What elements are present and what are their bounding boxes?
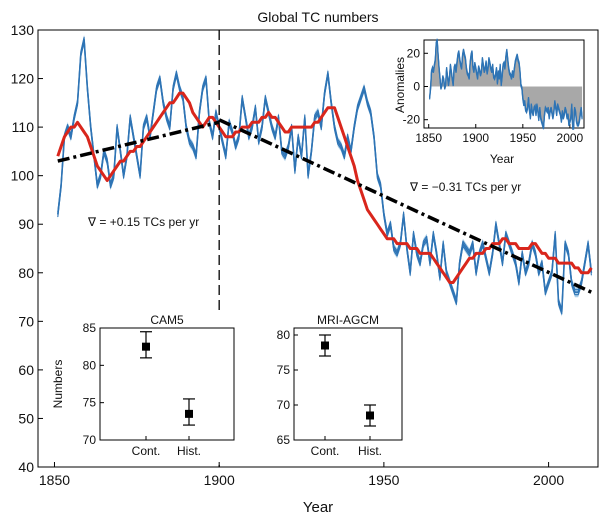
- main-x-axis-label: Year: [303, 499, 333, 516]
- main-x-axis: 1850 1900 1950 2000: [39, 462, 564, 488]
- data-point-marker: [321, 341, 329, 350]
- error-inset-category-label: Hist.: [358, 444, 382, 458]
- trend-annotation-left: ∇ = +0.15 TCs per yr: [87, 215, 199, 229]
- annual-series-line: [57, 38, 593, 313]
- anomaly-series-line: [429, 39, 583, 129]
- main-title: Global TC numbers: [257, 9, 378, 25]
- error-inset-y-tick-label: 75: [83, 396, 97, 410]
- y-tick-label: 40: [18, 459, 34, 475]
- trend-line: [57, 120, 220, 163]
- data-point-marker: [366, 411, 374, 420]
- error-inset-y-tick-label: 70: [277, 398, 291, 412]
- mri-agcm-inset: MRI-AGCM 65 70 75 80 Cont. Hist.: [258, 312, 410, 462]
- cam5-y-label: Numbers: [51, 360, 65, 409]
- error-inset-category-label: Hist.: [177, 444, 201, 458]
- mri-plot-frame: [293, 327, 403, 441]
- x-tick-label: 1850: [39, 472, 70, 488]
- anomalies-inset: Anomalies Year -20 0 20 1850 1900 1950 2000: [393, 34, 593, 181]
- running-mean-line: [56, 91, 593, 284]
- anomaly-y-tick-label: 20: [407, 46, 421, 60]
- y-tick-label: 130: [11, 22, 35, 38]
- cam5-inset: CAM5 Numbers 70 75 80 85 Cont. Hist.: [48, 312, 246, 462]
- y-tick-label: 50: [18, 410, 34, 426]
- anomaly-fill-area: [429, 40, 583, 128]
- y-tick-label: 110: [12, 119, 35, 135]
- main-y-axis: 40 50 60 70 80 90 100 110 120 130: [11, 22, 43, 475]
- error-inset-y-tick-label: 70: [83, 433, 97, 447]
- cam5-inset-background: [48, 312, 246, 462]
- anomaly-y-tick-label: 0: [413, 79, 420, 93]
- error-inset-category-label: Cont.: [311, 444, 340, 458]
- y-tick-label: 90: [18, 216, 34, 232]
- mri-axes: 65 70 75 80 Cont. Hist.: [277, 328, 382, 458]
- mri-title: MRI-AGCM: [317, 313, 379, 327]
- error-inset-y-tick-label: 80: [83, 358, 97, 372]
- running-mean-path: [56, 91, 593, 284]
- y-tick-label: 70: [18, 313, 34, 329]
- anomaly-x-tick-label: 1850: [415, 131, 442, 145]
- anomaly-y-tick-label: -20: [403, 113, 421, 127]
- mri-points: [319, 334, 376, 427]
- error-inset-category-label: Cont.: [132, 444, 161, 458]
- anomaly-x-tick-label: 1900: [462, 131, 489, 145]
- data-point-marker: [185, 409, 193, 418]
- cam5-points: [140, 331, 195, 426]
- cam5-plot-frame: [99, 327, 235, 441]
- error-inset-y-tick-label: 80: [277, 328, 291, 342]
- anomalies-fill: [429, 40, 583, 128]
- cam5-axes: 70 75 80 85 Cont. Hist.: [83, 321, 201, 458]
- x-tick-label: 1950: [368, 472, 399, 488]
- y-tick-label: 80: [18, 265, 34, 281]
- trend-annotation-right: ∇ = −0.31 TCs per yr: [409, 180, 521, 194]
- y-tick-label: 60: [18, 362, 34, 378]
- error-inset-y-tick-label: 75: [277, 363, 291, 377]
- error-inset-y-tick-label: 65: [277, 433, 291, 447]
- y-tick-label: 120: [11, 71, 35, 87]
- anomalies-plot-frame: [423, 39, 585, 129]
- anomaly-x-tick-label: 1950: [509, 131, 536, 145]
- mri-inset-background: [258, 312, 410, 462]
- x-tick-label: 1900: [204, 472, 235, 488]
- anomalies-x-label: Year: [490, 152, 514, 166]
- data-point-marker: [142, 342, 150, 351]
- y-tick-label: 100: [11, 168, 35, 184]
- cam5-title: CAM5: [150, 313, 184, 327]
- anomalies-series: [429, 38, 583, 130]
- error-inset-y-tick-label: 85: [83, 321, 97, 335]
- anomalies-y-label: Anomalies: [393, 57, 407, 113]
- anomaly-x-tick-label: 2000: [557, 131, 584, 145]
- anomalies-axes: -20 0 20 1850 1900 1950 2000: [403, 46, 584, 145]
- x-tick-label: 2000: [533, 472, 564, 488]
- trend-lines: [57, 118, 593, 294]
- annual-tc-series: [57, 36, 593, 315]
